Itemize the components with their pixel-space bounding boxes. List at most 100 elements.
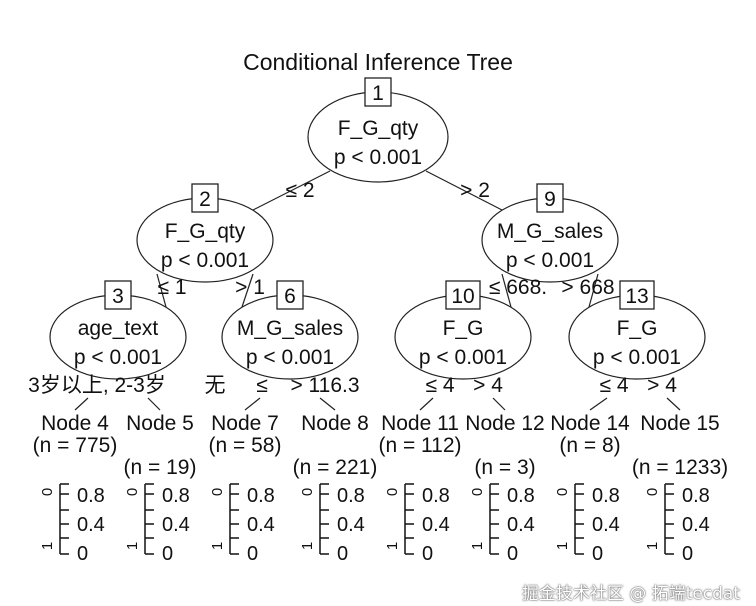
axis-tick-label: 0.8 [247, 485, 275, 507]
node-id-box [445, 280, 481, 310]
class-label-0: 0 [209, 488, 226, 496]
tree-edge [501, 273, 512, 308]
axis-tick-label: 0.8 [337, 485, 365, 507]
node-id-box [364, 77, 392, 107]
axis-tick-label: 0.8 [507, 485, 535, 507]
tree-edge [252, 170, 331, 211]
terminal-node-label: Node 8 (n = 221) [293, 412, 378, 479]
class-label-0: 0 [299, 488, 316, 496]
node-variable: M_G_sales [497, 220, 603, 243]
edge-label: > 4 [473, 374, 503, 397]
plot-title: Conditional Inference Tree [243, 49, 513, 75]
terminal-node-id: Node 11 [381, 412, 459, 435]
tree-edge [589, 397, 608, 411]
edge-label: ≤ 2 [285, 179, 314, 202]
node-p-value: p < 0.001 [419, 346, 507, 369]
axis-tick-label: 0.4 [592, 514, 620, 536]
terminal-node-count: (n = 775) [33, 434, 118, 457]
node-id-box [619, 280, 655, 310]
terminal-node-label: Node 15 (n = 1233) [632, 412, 728, 479]
watermark: 掘金技术社区 @ 拓端tecdat [521, 584, 740, 604]
terminal-node-id: Node 15 [640, 412, 719, 435]
class-label-1: 1 [209, 542, 226, 550]
node-p-value: p < 0.001 [161, 249, 249, 272]
terminal-node-count: (n = 19) [124, 456, 197, 479]
class-label-0: 0 [469, 488, 486, 496]
tree-edge [156, 273, 167, 308]
edge-label: > 1 [235, 276, 265, 299]
class-label-1: 1 [469, 542, 486, 550]
node-id: 1 [372, 82, 384, 105]
class-label-0: 0 [554, 488, 571, 496]
class-label-0: 0 [384, 488, 401, 496]
axis-tick-label: 0 [77, 543, 88, 565]
axis-tick-label: 0 [422, 543, 433, 565]
edge-label: > 4 [647, 374, 677, 397]
tree-edge [492, 397, 506, 411]
node-id-box [104, 280, 132, 310]
node-id: 10 [451, 285, 474, 308]
edge-label: 无 [205, 374, 226, 397]
terminal-node-count: (n = 221) [293, 456, 378, 479]
tree-edge [419, 397, 434, 411]
edge-label: ≤ 1 [157, 276, 186, 299]
axis-tick-label: 0.8 [682, 485, 710, 507]
terminal-node-id: Node 12 [465, 412, 544, 435]
class-label-1: 1 [39, 542, 56, 550]
tree-edge [588, 273, 599, 308]
node-id: 3 [112, 285, 124, 308]
edge-label: ≤ 4 [599, 374, 628, 397]
edge-label: > 2 [460, 179, 490, 202]
axis-tick-label: 0 [162, 543, 173, 565]
axis-tick-label: 0 [507, 543, 518, 565]
tree-edge [666, 397, 681, 411]
axis-tick-label: 0.4 [507, 514, 535, 536]
tree-edge [425, 170, 503, 211]
tree-edge [74, 397, 89, 411]
node-p-value: p < 0.001 [593, 346, 681, 369]
class-label-1: 1 [554, 542, 571, 550]
node-id: 2 [199, 188, 211, 211]
terminal-node-label: Node 7 (n = 58) [209, 412, 282, 457]
terminal-node-count: (n = 8) [559, 434, 620, 457]
node-p-value: p < 0.001 [334, 146, 422, 169]
terminal-node-id: Node 5 [126, 412, 194, 435]
terminal-node-count: (n = 112) [378, 434, 461, 457]
axis-tick-label: 0.4 [682, 514, 710, 536]
terminal-node-label: Node 11 (n = 112) [378, 412, 461, 457]
node-id: 13 [625, 285, 648, 308]
class-label-0: 0 [644, 488, 661, 496]
axis-tick-label: 0.8 [592, 485, 620, 507]
terminal-node-label: Node 4 (n = 775) [33, 412, 118, 457]
axis-tick-label: 0.4 [247, 514, 275, 536]
node-p-value: p < 0.001 [246, 346, 334, 369]
node-p-value: p < 0.001 [74, 346, 162, 369]
axis-tick-label: 0.8 [77, 485, 105, 507]
terminal-node-label: Node 5 (n = 19) [124, 412, 197, 479]
edge-label: > 116.3 [290, 374, 359, 397]
node-variable: M_G_sales [237, 317, 343, 340]
terminal-node-count: (n = 58) [209, 434, 282, 457]
class-label-1: 1 [384, 542, 401, 550]
axis-tick-label: 0.4 [422, 514, 450, 536]
node-variable: age_text [78, 317, 159, 340]
terminal-node-label: Node 12 (n = 3) [465, 412, 544, 479]
edge-label: ≤ [256, 374, 268, 397]
terminal-node-label: Node 14 (n = 8) [550, 412, 630, 457]
axis-tick-label: 0.4 [162, 514, 190, 536]
class-label-0: 0 [124, 488, 141, 496]
node-variable: F_G [617, 317, 658, 340]
edge-label: ≤ 4 [425, 374, 454, 397]
node-id: 9 [544, 188, 556, 211]
node-id-box [191, 183, 219, 213]
terminal-node-id: Node 7 [211, 412, 279, 435]
axis-tick-label: 0.4 [337, 514, 365, 536]
terminal-node-count: (n = 3) [474, 456, 535, 479]
axis-tick-label: 0 [247, 543, 258, 565]
node-variable: F_G [443, 317, 484, 340]
tree-edge [241, 273, 254, 308]
terminal-node-count: (n = 1233) [632, 456, 728, 479]
node-variable: F_G_qty [165, 220, 246, 243]
